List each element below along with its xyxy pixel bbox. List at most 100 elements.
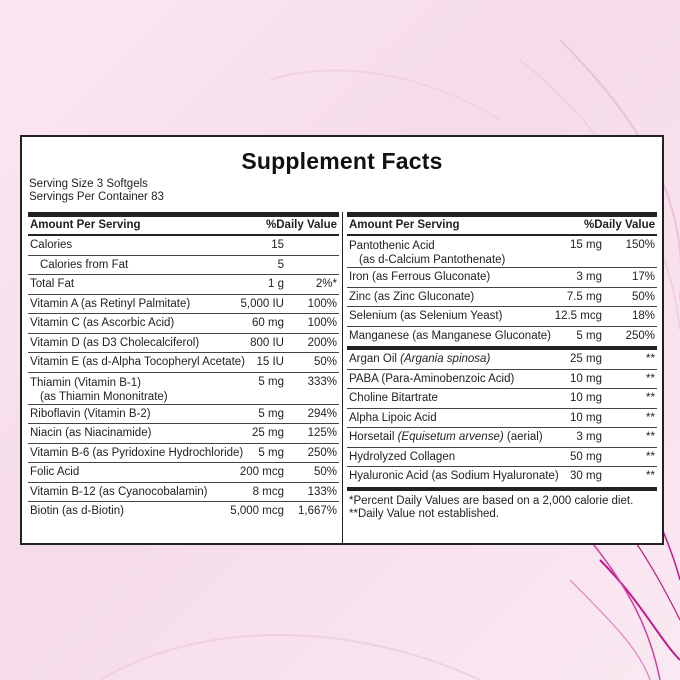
nutrient-row: Thiamin (Vitamin B-1) (as Thiamin Mononit… — [28, 373, 339, 405]
nutrient-row: Calories 15 — [28, 236, 339, 256]
ingredient-name-text: Horsetail — [349, 431, 398, 443]
nutrient-name: Manganese (as Manganese Gluconate) — [349, 327, 551, 346]
right-rows-other-ingredients: Argan Oil (Argania spinosa) 25 mg ** PABA (… — [347, 350, 657, 487]
nutrient-name-text: Vitamin A (as Retinyl Palmitate) — [30, 297, 191, 310]
nutrient-amount: 5,000 mcg — [230, 505, 284, 517]
nutrient-row: Vitamin B-12 (as Cyanocobalamin) 8 mcg 133… — [28, 483, 339, 502]
ingredient-amount: 10 mg — [570, 372, 602, 385]
ingredient-name-text: Hydrolyzed Collagen — [349, 450, 456, 463]
nutrient-row: Riboflavin (Vitamin B-2) 5 mg 294% — [28, 405, 339, 424]
nutrient-amount: 5 mg — [258, 446, 284, 459]
daily-value-header: %Daily Value — [584, 219, 655, 231]
nutrient-daily-value: 250% — [625, 329, 655, 342]
nutrient-name: Zinc (as Zinc Gluconate) — [349, 288, 474, 307]
nutrient-daily-value: 17% — [631, 271, 655, 283]
ingredient-daily-value: ** — [646, 431, 655, 443]
nutrient-amount: 800 IU — [250, 336, 284, 349]
nutrient-name: Vitamin B-12 (as Cyanocobalamin) — [30, 483, 207, 502]
nutrient-amount: 1 g — [268, 278, 284, 290]
ingredient-row: Choline Bitartrate 10 mg ** — [347, 389, 657, 409]
nutrient-amount: 15 IU — [256, 356, 285, 368]
nutrient-amount: 15 mg — [570, 239, 602, 251]
ingredient-row: Horsetail (Equisetum arvense) (aerial) 3 … — [347, 428, 657, 448]
nutrient-row: Calories from Fat 5 — [28, 256, 339, 275]
nutrient-daily-value: 125% — [307, 427, 337, 439]
ingredient-name: Alpha Lipoic Acid — [349, 409, 437, 428]
nutrient-daily-value: 133% — [307, 485, 337, 498]
right-column: Amount Per Serving %Daily Value Pantothe… — [347, 212, 657, 543]
nutrient-row: Total Fat 1 g 2%* — [28, 275, 339, 295]
nutrient-amount: 200 mcg — [239, 466, 284, 478]
nutrient-daily-value: 18% — [631, 310, 655, 322]
serving-size: Serving Size 3 Softgels — [29, 178, 148, 190]
nutrient-name: Vitamin D (as D3 Cholecalciferol) — [30, 334, 199, 353]
ingredient-daily-value: ** — [646, 372, 655, 385]
ingredient-daily-value: ** — [646, 411, 655, 424]
ingredient-amount: 3 mg — [576, 431, 602, 443]
nutrient-row: Zinc (as Zinc Gluconate) 7.5 mg 50% — [347, 288, 657, 307]
nutrient-row: Vitamin D (as D3 Cholecalciferol) 800 IU 2… — [28, 334, 339, 353]
nutrient-name: Calories — [30, 236, 72, 255]
nutrient-name: Vitamin A (as Retinyl Palmitate) — [30, 295, 190, 314]
nutrient-row: Vitamin E (as d-Alpha Tocopheryl Acetate… — [28, 353, 339, 373]
supplement-facts-panel: Supplement Facts Serving Size 3 Softgels… — [20, 135, 664, 545]
nutrient-source: (as Thiamin Mononitrate) — [40, 390, 168, 403]
nutrient-row: Vitamin B-6 (as Pyridoxine Hydrochloride… — [28, 444, 339, 463]
nutrient-row: Niacin (as Niacinamide) 25 mg 125% — [28, 424, 339, 444]
nutrient-amount: 7.5 mg — [566, 290, 602, 303]
ingredient-name-text: Hyaluronic Acid (as Sodium Hyaluronate) — [349, 470, 559, 482]
nutrient-name: Vitamin C (as Ascorbic Acid) — [30, 314, 174, 333]
nutrient-source: (as d-Calcium Pantothenate) — [359, 254, 506, 266]
panel-title: Supplement Facts — [241, 148, 443, 174]
amount-per-serving-header: Amount Per Serving — [30, 219, 141, 231]
nutrient-amount: 3 mg — [576, 271, 602, 283]
ingredient-row: Alpha Lipoic Acid 10 mg ** — [347, 409, 657, 428]
nutrient-name-text: Pantothenic Acid — [349, 240, 435, 252]
nutrient-name: Selenium (as Selenium Yeast) — [349, 307, 502, 326]
nutrient-name-text: Vitamin C (as Ascorbic Acid) — [30, 317, 175, 329]
nutrient-daily-value: 2%* — [315, 278, 337, 290]
right-column-header: Amount Per Serving %Daily Value — [347, 217, 657, 236]
daily-value-header: %Daily Value — [266, 219, 337, 231]
nutrient-daily-value: 333% — [307, 375, 337, 388]
ingredient-latin-name: (Argania spinosa) — [400, 353, 491, 365]
nutrient-row: Vitamin C (as Ascorbic Acid) 60 mg 100% — [28, 314, 339, 334]
ingredient-name-text: Alpha Lipoic Acid — [349, 411, 437, 424]
nutrient-row: Manganese (as Manganese Gluconate) 5 mg 25… — [347, 327, 657, 347]
nutrient-row: Pantothenic Acid (as d-Calcium Pantothena… — [347, 236, 657, 268]
ingredient-amount: 25 mg — [570, 353, 602, 365]
ingredient-amount: 50 mg — [570, 450, 602, 463]
nutrient-row: Selenium (as Selenium Yeast) 12.5 mcg 18% — [347, 307, 657, 327]
nutrient-amount: 12.5 mcg — [554, 310, 602, 322]
serving-info: Serving Size 3 Softgels Servings Per Con… — [22, 178, 662, 204]
nutrient-name-text: Vitamin E (as d-Alpha Tocopheryl Acetate… — [30, 356, 245, 368]
ingredient-daily-value: ** — [646, 392, 655, 404]
nutrient-amount: 15 — [271, 239, 284, 251]
nutrient-name-text: Calories — [30, 239, 73, 251]
nutrient-daily-value: 1,667% — [297, 505, 337, 517]
ingredient-name: Argan Oil (Argania spinosa) — [349, 350, 490, 369]
nutrient-name: Iron (as Ferrous Gluconate) — [349, 268, 490, 287]
left-column: Amount Per Serving %Daily Value Calories… — [28, 212, 339, 543]
thick-separator — [347, 346, 657, 350]
nutrient-amount: 5 mg — [258, 375, 284, 388]
ingredient-name-text: PABA (Para-Aminobenzoic Acid) — [349, 372, 515, 385]
ingredient-name: Hydrolyzed Collagen — [349, 448, 455, 467]
amount-per-serving-header: Amount Per Serving — [349, 219, 460, 231]
ingredient-amount: 10 mg — [570, 411, 602, 424]
servings-per-container: Servings Per Container 83 — [29, 191, 164, 203]
thick-separator — [347, 486, 657, 491]
ingredient-name-text: Argan Oil — [349, 353, 401, 365]
ingredient-daily-value: ** — [646, 353, 655, 365]
nutrient-name: Riboflavin (Vitamin B-2) — [30, 405, 151, 424]
nutrient-row: Folic Acid 200 mcg 50% — [28, 463, 339, 483]
left-column-header: Amount Per Serving %Daily Value — [28, 217, 339, 236]
nutrient-name: Folic Acid — [30, 463, 79, 482]
ingredient-amount: 30 mg — [570, 470, 602, 482]
nutrient-name: Pantothenic Acid (as d-Calcium Pantothena… — [349, 239, 505, 267]
nutrient-name-text: Calories from Fat — [40, 258, 129, 271]
nutrient-amount: 25 mg — [252, 427, 284, 439]
nutrient-amount: 60 mg — [252, 317, 284, 329]
nutrient-daily-value: 294% — [307, 407, 337, 420]
nutrient-name: Total Fat — [30, 275, 74, 294]
